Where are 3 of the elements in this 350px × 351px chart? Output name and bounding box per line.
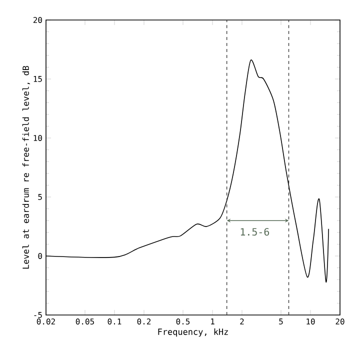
y-axis-title: Level at eardrum re free-field level, dB: [22, 66, 30, 269]
x-axis-title: Frequency, kHz: [158, 328, 228, 337]
annotation: 1.5-6: [240, 228, 270, 236]
